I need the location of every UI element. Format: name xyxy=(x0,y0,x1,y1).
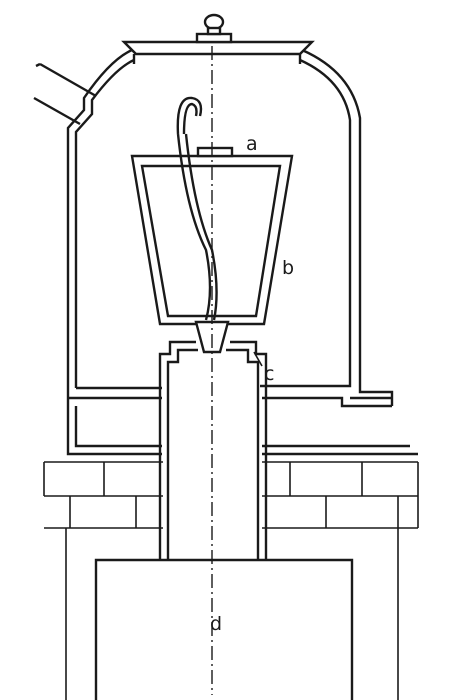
label-a: a xyxy=(246,133,258,155)
label-b: b xyxy=(282,257,294,279)
leader-c xyxy=(253,351,263,367)
base-block xyxy=(94,558,354,700)
label-c: c xyxy=(264,363,274,385)
label-d: d xyxy=(210,613,222,635)
lower-compartment xyxy=(66,398,418,456)
brickwork xyxy=(43,461,419,700)
outer-casing xyxy=(66,46,394,408)
column xyxy=(158,340,268,560)
lid xyxy=(121,13,315,64)
flue-pipe xyxy=(33,62,97,126)
